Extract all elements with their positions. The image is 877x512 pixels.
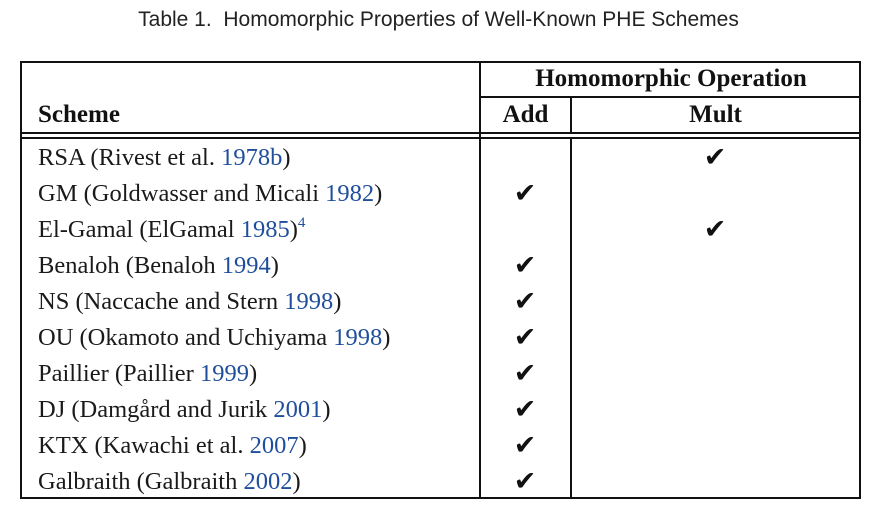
closing-paren: ) — [333, 288, 342, 315]
scheme-name: El-Gamal (ElGamal — [38, 216, 241, 243]
scheme-name: GM (Goldwasser and Micali — [38, 180, 326, 207]
scheme-name: KTX (Kawachi et al. — [38, 432, 250, 459]
citation-year-link[interactable]: 1998 — [333, 324, 383, 351]
table-row: NS (Naccache and Stern 1998) — [38, 284, 341, 320]
add-mult-divider-body — [570, 137, 572, 499]
scheme-name: Benaloh (Benaloh — [38, 252, 222, 279]
table-row: Paillier (Paillier 1999) — [38, 356, 257, 392]
header-mult: Mult — [689, 101, 742, 128]
table-top-rule — [20, 61, 861, 63]
scheme-name: DJ (Damgård and Jurik — [38, 396, 274, 423]
closing-paren: ) — [374, 180, 383, 207]
table-row: OU (Okamoto and Uchiyama 1998) — [38, 320, 390, 356]
closing-paren: ) — [382, 324, 391, 351]
add-checkmark-icon: ✔ — [513, 322, 537, 353]
closing-paren: ) — [292, 468, 301, 495]
scheme-name: RSA (Rivest et al. — [38, 144, 222, 171]
table-caption: Table 1. Homomorphic Properties of Well-… — [138, 8, 739, 31]
citation-year-link[interactable]: 1998 — [284, 288, 334, 315]
citation-year-link[interactable]: 2002 — [243, 468, 293, 495]
scheme-divider — [479, 61, 481, 499]
closing-paren: ) — [289, 216, 298, 243]
add-checkmark-icon: ✔ — [513, 178, 537, 209]
header-add: Add — [502, 101, 549, 128]
add-mult-divider-header — [570, 96, 572, 134]
table-row: RSA (Rivest et al. 1978b) — [38, 140, 291, 176]
body-top-rule — [20, 137, 861, 139]
citation-year-link[interactable]: 1978b — [221, 144, 283, 171]
group-header-rule — [480, 96, 861, 98]
right-border — [859, 61, 861, 499]
header-bottom-rule — [20, 132, 861, 134]
table-row: GM (Goldwasser and Micali 1982) — [38, 176, 382, 212]
add-checkmark-icon: ✔ — [513, 250, 537, 281]
closing-paren: ) — [298, 432, 307, 459]
citation-year-link[interactable]: 1994 — [221, 252, 271, 279]
add-checkmark-icon: ✔ — [513, 466, 537, 497]
closing-paren: ) — [282, 144, 291, 171]
scheme-name: NS (Naccache and Stern — [38, 288, 285, 315]
table-row: Benaloh (Benaloh 1994) — [38, 248, 279, 284]
citation-year-link[interactable]: 2001 — [273, 396, 323, 423]
add-checkmark-icon: ✔ — [513, 286, 537, 317]
table-row: El-Gamal (ElGamal 1985)4 — [38, 212, 305, 248]
table-row: DJ (Damgård and Jurik 2001) — [38, 392, 331, 428]
citation-year-link[interactable]: 2007 — [249, 432, 299, 459]
table-row: KTX (Kawachi et al. 2007) — [38, 428, 307, 464]
add-checkmark-icon: ✔ — [513, 430, 537, 461]
header-homomorphic-operation: Homomorphic Operation — [535, 65, 807, 92]
scheme-name: OU (Okamoto and Uchiyama — [38, 324, 334, 351]
citation-year-link[interactable]: 1982 — [325, 180, 375, 207]
add-checkmark-icon: ✔ — [513, 358, 537, 389]
citation-year-link[interactable]: 1985 — [240, 216, 290, 243]
citation-year-link[interactable]: 1999 — [199, 360, 249, 387]
mult-checkmark-icon: ✔ — [703, 142, 727, 173]
add-checkmark-icon: ✔ — [513, 394, 537, 425]
closing-paren: ) — [248, 360, 258, 387]
table-bottom-rule — [20, 497, 861, 499]
closing-paren: ) — [322, 396, 331, 423]
mult-checkmark-icon: ✔ — [703, 214, 727, 245]
header-scheme: Scheme — [38, 101, 120, 128]
footnote-marker-link[interactable]: 4 — [297, 215, 306, 231]
scheme-name: Paillier (Paillier — [38, 360, 200, 387]
scheme-name: Galbraith (Galbraith — [38, 468, 244, 495]
table-row: Galbraith (Galbraith 2002) — [38, 464, 301, 500]
closing-paren: ) — [270, 252, 279, 279]
left-border — [20, 61, 22, 499]
